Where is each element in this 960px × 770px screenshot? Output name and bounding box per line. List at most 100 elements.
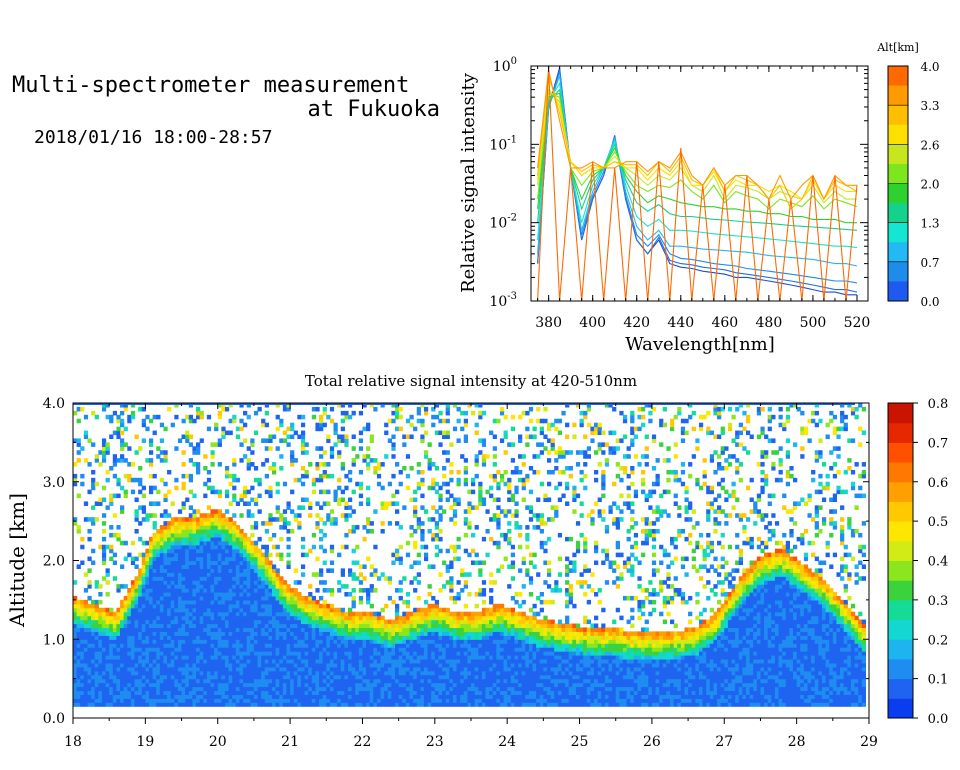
heatmap-cell [235,592,241,597]
heatmap-cell [246,552,251,558]
heatmap-cell [409,623,414,629]
heatmap-cell [185,576,190,581]
heatmap-cell [264,651,269,656]
heatmap-cell [141,584,146,589]
heatmap-cell [282,603,288,609]
heatmap-cell [206,651,212,656]
heatmap-cell [308,627,313,632]
heatmap-cell [199,603,204,609]
heatmap-cell [290,422,295,428]
heatmap-cell [478,670,483,676]
heatmap-cell [185,497,190,503]
heatmap-cell [83,670,89,676]
heatmap-cell [438,623,443,629]
heatmap-cell [167,552,172,558]
heatmap-cell [217,651,222,656]
heatmap-cell [210,450,215,455]
heatmap-cell [167,611,172,617]
heatmap-cell [228,702,233,707]
heatmap-cell [192,643,197,648]
heatmap-cell [300,662,306,668]
heatmap-cell [286,584,291,589]
heatmap-cell [130,698,136,703]
heatmap-cell [167,666,172,672]
heatmap-cell [319,643,324,648]
heatmap-cell [434,599,440,605]
heatmap-cell [347,611,353,617]
heatmap-cell [98,694,103,699]
heatmap-cell [293,686,298,692]
heatmap-cell [264,698,269,703]
heatmap-cell [170,635,175,640]
heatmap-cell [391,666,396,672]
heatmap-cell [402,682,407,688]
heatmap-cell [120,682,125,688]
heatmap-cell [463,509,468,514]
heatmap-cell [163,544,168,550]
heatmap-cell [471,690,476,695]
heatmap-cell [474,678,479,684]
heatmap-cell [87,607,92,613]
heatmap-cell [138,481,143,487]
heatmap-cell [210,599,215,605]
heatmap-cell [304,651,309,656]
heatmap-cell [282,438,288,443]
heatmap-cell [163,426,168,432]
heatmap-cell [73,674,78,680]
heatmap-cell [474,655,479,660]
heatmap-cell [83,647,89,652]
heatmap-cell [347,477,353,483]
heatmap-cell [268,568,273,573]
heatmap-cell [159,450,165,455]
heatmap-cell [362,658,367,664]
heatmap-cell [141,588,146,593]
heatmap-cell [163,580,168,585]
heatmap-cell [264,670,269,676]
heatmap-cell [329,450,335,455]
heatmap-cell [413,702,418,707]
heatmap-cell [80,694,85,699]
heatmap-cell [156,639,161,644]
heatmap-cell [398,639,403,644]
heatmap-cell [268,635,273,640]
heatmap-cell [290,655,295,660]
heatmap-cell [91,635,96,640]
heatmap-cell [181,658,186,664]
heatmap-cell [98,639,103,644]
heatmap-cell [351,662,356,668]
heatmap-cell [243,643,248,648]
heatmap-cell [192,655,197,660]
heatmap-cell [188,647,193,652]
heatmap-cell [83,682,89,688]
heatmap-cell [471,686,476,692]
heatmap-cell [431,532,436,538]
heatmap-cell [185,438,190,443]
heatmap-cell [478,682,483,688]
heatmap-cell [239,631,244,636]
heatmap-cell [196,532,201,538]
heatmap-cell [217,607,222,613]
heatmap-cell [250,450,255,455]
heatmap-cell [159,647,165,652]
heatmap-cell [275,686,280,692]
heatmap-cell [315,662,320,668]
heatmap-cell [402,627,407,632]
heatmap-cell [141,592,146,597]
heatmap-cell [319,678,324,684]
heatmap-cell [148,592,154,597]
heatmap-cell [243,532,248,538]
heatmap-cell [438,698,443,703]
heatmap-cell [253,662,259,668]
heatmap-cell [167,540,172,546]
heatmap-cell [264,580,269,585]
heatmap-cell [159,682,165,688]
title-line-2: at Fukuoka [307,97,440,122]
heatmap-cell [152,627,157,632]
heatmap-cell [366,631,371,636]
heatmap-cell [423,623,429,629]
heatmap-cell [423,450,429,455]
heatmap-cell [224,635,230,640]
heatmap-cell [163,454,168,459]
heatmap-cell [253,702,259,707]
heatmap-cell [344,410,349,416]
